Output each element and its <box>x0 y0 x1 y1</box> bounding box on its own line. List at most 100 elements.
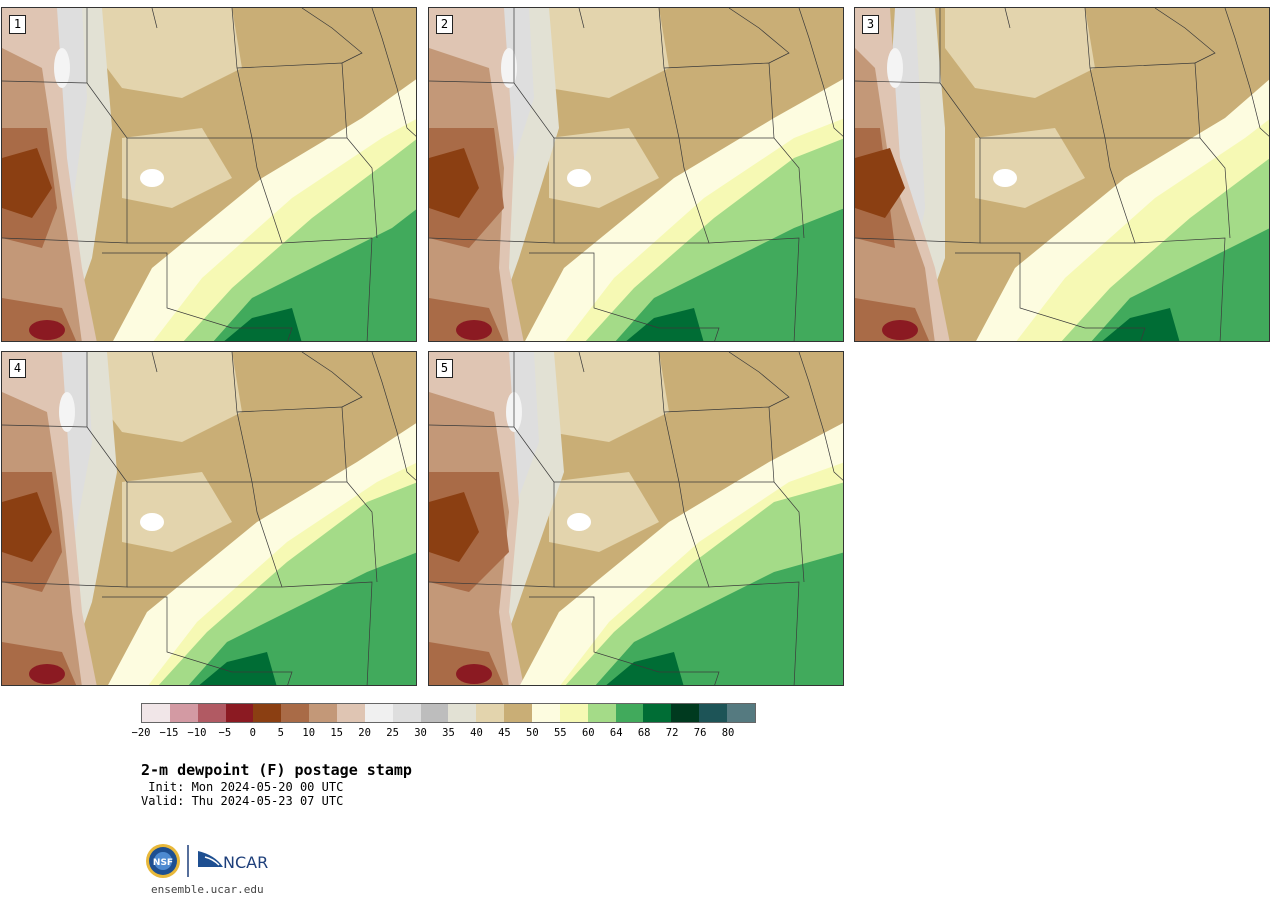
colorbar-tick-label: 30 <box>414 727 427 739</box>
state-border <box>2 426 128 588</box>
dewpoint-contour <box>519 8 669 98</box>
dewpoint-contour <box>2 492 52 562</box>
colorbar-swatch <box>392 704 421 722</box>
state-border <box>346 137 378 239</box>
dewpoint-contour <box>882 320 918 340</box>
website-url: ensemble.ucar.edu <box>151 883 264 896</box>
state-border <box>855 82 981 244</box>
ncar-logo-icon: NCAR <box>198 851 268 872</box>
state-border <box>529 596 720 685</box>
state-border <box>578 8 585 29</box>
dewpoint-contour <box>549 128 659 208</box>
state-border <box>980 137 1136 244</box>
colorbar-tick-label: 40 <box>470 727 483 739</box>
map-panel-5: 5 <box>428 351 844 686</box>
colorbar-swatch <box>281 704 310 722</box>
state-border <box>708 581 800 685</box>
colorbar-tick-label: 10 <box>302 727 316 739</box>
nsf-ncar-logo: NSF NCAR <box>146 844 268 878</box>
state-border <box>301 352 363 408</box>
colorbar-tick-label: 68 <box>637 727 651 739</box>
dewpoint-contour <box>993 169 1017 187</box>
dewpoint-contour <box>92 8 242 98</box>
colorbar-tick-label: 55 <box>553 727 567 739</box>
state-border <box>773 137 805 239</box>
colorbar-swatch <box>253 704 282 722</box>
colorbar-swatch <box>671 704 700 722</box>
colorbar-swatch <box>337 704 365 722</box>
dewpoint-map-2 <box>429 8 843 341</box>
dewpoint-contour <box>429 492 479 562</box>
dewpoint-contour <box>54 48 70 88</box>
state-border <box>554 137 710 244</box>
dewpoint-contour <box>122 472 232 552</box>
dewpoint-contour <box>140 169 164 187</box>
state-border <box>728 8 790 64</box>
colorbar-swatch <box>420 704 449 722</box>
dewpoint-map-3 <box>855 8 1269 341</box>
dewpoint-contour <box>224 308 302 341</box>
state-border <box>798 8 843 137</box>
state-border <box>1154 8 1216 64</box>
dewpoint-contour <box>456 664 492 684</box>
state-border <box>281 237 373 341</box>
colorbar-swatch <box>169 704 198 722</box>
state-border <box>1224 8 1269 137</box>
colorbar-tick-label: 15 <box>330 727 343 739</box>
dewpoint-map-5 <box>429 352 843 685</box>
map-panel-4: 4 <box>1 351 417 686</box>
figure-title: 2-m dewpoint (F) postage stamp <box>141 761 412 779</box>
dewpoint-contour <box>945 8 1095 98</box>
dewpoint-contour <box>975 128 1085 208</box>
colorbar-tick-label: 80 <box>721 727 735 739</box>
state-border <box>371 352 416 481</box>
state-border <box>429 82 555 244</box>
dewpoint-contour <box>855 148 905 218</box>
dewpoint-map-1 <box>2 8 416 341</box>
colorbar-swatch <box>727 704 755 722</box>
dewpoint-contour <box>1091 228 1269 341</box>
dewpoint-contour <box>122 128 232 208</box>
state-border <box>102 252 293 341</box>
dewpoint-contour <box>92 352 242 442</box>
ncar-logo-text: NCAR <box>223 853 268 872</box>
state-border <box>1199 137 1231 239</box>
dewpoint-contour <box>567 169 591 187</box>
colorbar-swatch <box>532 704 560 722</box>
state-border <box>728 352 790 408</box>
map-panel-3: 3 <box>854 7 1270 342</box>
colorbar-tick-label: 50 <box>526 727 539 739</box>
state-border <box>1004 8 1011 29</box>
state-border <box>151 352 158 373</box>
dewpoint-contour <box>213 209 416 341</box>
panel-number-label: 4 <box>9 359 26 378</box>
colorbar-tick-label: 64 <box>609 727 623 739</box>
dewpoint-contour <box>59 392 75 432</box>
state-border <box>1089 62 1201 139</box>
colorbar-tick-label: −20 <box>131 727 151 739</box>
nsf-logo-icon: NSF <box>146 844 180 878</box>
colorbar-tick-label: 72 <box>665 727 679 739</box>
map-panel-1: 1 <box>1 7 417 342</box>
colorbar-swatch <box>615 704 644 722</box>
state-border <box>798 352 843 481</box>
dewpoint-contour <box>595 552 843 685</box>
state-border <box>1134 237 1226 341</box>
dewpoint-contour <box>606 652 684 685</box>
dewpoint-contour <box>549 472 659 552</box>
colorbar-swatch <box>197 704 226 722</box>
state-border <box>127 481 283 588</box>
state-border <box>529 252 720 341</box>
state-border <box>127 137 283 244</box>
state-border <box>663 62 775 139</box>
state-border <box>578 352 585 373</box>
dewpoint-map-4 <box>2 352 416 685</box>
dewpoint-contour <box>29 664 65 684</box>
colorbar-tick-label: 45 <box>498 727 511 739</box>
dewpoint-contour <box>615 208 843 341</box>
colorbar-tick-label: 76 <box>693 727 707 739</box>
state-border <box>773 481 805 583</box>
dewpoint-contour <box>626 308 704 341</box>
colorbar-tick-label: 25 <box>386 727 399 739</box>
colorbar-swatch <box>142 704 170 722</box>
